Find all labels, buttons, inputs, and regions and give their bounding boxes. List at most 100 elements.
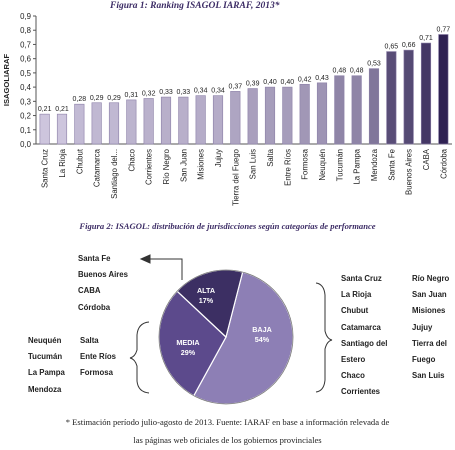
y-tick-label: 0,7 — [20, 40, 31, 49]
list-item: Santa Cruz — [341, 274, 382, 283]
bar — [178, 96, 189, 145]
y-tick-label: 0,8 — [20, 26, 31, 35]
pie-slice-label: BAJA — [252, 325, 272, 334]
list-item: Río Negro — [412, 274, 450, 283]
bar — [334, 75, 345, 145]
x-tick-label: Salta — [266, 148, 275, 166]
list-item: San Juan — [412, 290, 447, 300]
bar-value-label: 0,29 — [90, 95, 104, 102]
list-item: Corrientes — [341, 387, 380, 397]
list-item: Neuquén — [28, 336, 62, 345]
alta-group-list: Santa Fe Buenos Aires CABA Córdoba — [78, 251, 128, 316]
pie-slice-value: 29% — [181, 348, 196, 357]
footnote-line-1: * Estimación período julio-agosto de 201… — [65, 417, 390, 427]
bar — [316, 82, 328, 145]
x-tick-label: La Pampa — [353, 148, 362, 184]
bar-value-label: 0,42 — [298, 76, 312, 83]
bar — [299, 83, 310, 145]
bar-value-label: 0,21 — [38, 106, 52, 113]
bar-chart: 0,0 0,1 0,2 0,3 0,4 0,5 0,6 0,7 0,8 0,9 ISAGOLIARA… — [2, 12, 452, 206]
baja-bracket — [315, 282, 333, 393]
bar — [351, 75, 362, 145]
list-item: San Luis — [412, 371, 445, 381]
alta-arrow-line — [148, 258, 183, 280]
list-item: La Pampa — [28, 368, 65, 378]
bar-value-label: 0,34 — [211, 88, 225, 95]
y-tick-label: 0,9 — [20, 12, 31, 21]
x-tick-label: Mendoza — [370, 148, 379, 181]
bar — [39, 113, 50, 145]
bar-value-label: 0,40 — [263, 79, 277, 86]
bar-value-label: 0,28 — [73, 96, 87, 103]
bar-value-label: 0,71 — [419, 35, 433, 42]
list-item: Buenos Aires — [78, 270, 128, 280]
list-item: Misiones — [412, 306, 446, 316]
bar-value-label: 0,37 — [229, 83, 243, 90]
figure2-title: Figura 2: ISAGOL: distribución de jurisd… — [79, 221, 376, 231]
list-item: Tierra del — [412, 338, 447, 348]
list-item: Fuego — [412, 354, 436, 364]
x-tick-label: La Rioja — [58, 148, 67, 177]
y-tick-label: 0,4 — [20, 83, 32, 92]
x-tick-label: Misiones — [197, 149, 206, 180]
list-item: Formosa — [80, 368, 113, 378]
x-tick-label: Formosa — [301, 148, 310, 179]
x-tick-label: Tierra del Fuego — [231, 148, 240, 206]
media-group-list-left: Neuquén Tucumán La Pampa Mendoza — [28, 333, 65, 398]
bar-value-label: 0,21 — [55, 106, 69, 113]
x-tick-label: Chaco — [127, 148, 136, 171]
list-item: Catamarca — [341, 322, 381, 332]
bar-value-label: 0,32 — [142, 90, 156, 97]
y-tick-label: 0,1 — [20, 126, 31, 135]
y-axis-label: ISAGOLIARAF — [2, 53, 11, 106]
list-item: Ente Ríos — [80, 352, 116, 362]
x-tick-label: Entre Ríos — [283, 149, 292, 186]
y-tick-label: 0,5 — [20, 69, 32, 78]
y-tick-label: 0,0 — [20, 140, 32, 149]
bar-value-label: 0,66 — [402, 42, 416, 49]
bar-value-label: 0,34 — [194, 88, 208, 95]
bar-chart-bars: 0,21 Santa Cruz 0,21 La Rioja 0,28 Chubut 0,29… — [38, 26, 450, 205]
baja-group-list-2: Río Negro San Juan Misiones Jujuy Tierra… — [412, 271, 449, 384]
x-tick-label: Santiago del... — [110, 149, 119, 199]
x-tick-label: Catamarca — [93, 148, 102, 187]
bar — [160, 96, 172, 145]
bar — [126, 99, 137, 145]
bar — [386, 51, 397, 145]
list-item: Córdoba — [78, 302, 111, 312]
bar-value-label: 0,53 — [367, 61, 381, 68]
x-tick-label: CABA — [422, 148, 431, 170]
bar-value-label: 0,65 — [385, 44, 399, 51]
x-tick-label: Córdoba — [439, 148, 448, 179]
x-tick-label: Corrientes — [145, 149, 154, 185]
bar — [282, 86, 293, 145]
bar — [212, 95, 224, 145]
bar — [195, 95, 206, 145]
pie-outline — [158, 269, 294, 405]
list-item: Estero — [341, 354, 366, 364]
list-item: Chubut — [341, 306, 369, 316]
figure1-title: Figura 1: Ranking ISAGOL IARAF, 2013* — [110, 1, 280, 11]
alta-arrow-head — [139, 254, 151, 264]
pie-slice-value: 54% — [255, 335, 270, 344]
x-tick-label: Santa Cruz — [41, 149, 50, 188]
x-tick-label: Buenos Aires — [405, 149, 414, 195]
x-tick-label: Río Negro — [162, 148, 171, 184]
pie-slice-value: 17% — [199, 296, 214, 305]
bar — [247, 88, 258, 145]
bar-value-label: 0,33 — [177, 89, 191, 96]
x-tick-label: Neuquén — [318, 149, 327, 181]
list-item: Jujuy — [412, 322, 433, 332]
bar — [420, 42, 432, 145]
bar-chart-axes: 0,0 0,1 0,2 0,3 0,4 0,5 0,6 0,7 0,8 0,9 ISAGOLIARA… — [2, 12, 452, 149]
media-bracket — [129, 321, 150, 394]
y-tick-label: 0,2 — [20, 112, 31, 121]
y-tick-label: 0,6 — [20, 55, 31, 64]
x-tick-label: San Juan — [179, 149, 188, 182]
bar — [108, 102, 120, 145]
bar-value-label: 0,40 — [281, 79, 295, 86]
bar — [230, 91, 241, 145]
bar — [143, 98, 154, 145]
